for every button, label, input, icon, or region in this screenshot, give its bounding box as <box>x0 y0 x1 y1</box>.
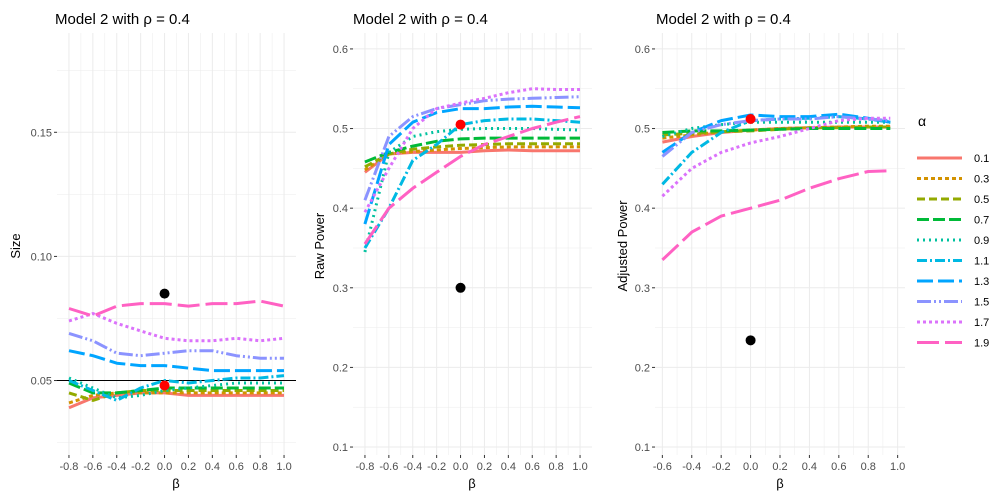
red-point <box>159 380 170 391</box>
panel-raw-power: -0.8 -0.6 -0.4 -0.2 0.0 0.2 0.4 0.6 0.8 1.0 0.1 0.2… <box>312 11 592 491</box>
legend: α 0.1 0.3 0.5 0.7 0.9 1.1 1.3 1.5 1.7 1.9 <box>917 113 989 350</box>
y-tick-label: 0.10 <box>31 251 52 263</box>
y-tick-label: 0.1 <box>635 442 650 454</box>
y-tick-label: 0.4 <box>635 203 650 215</box>
series-line-alpha-1-1 <box>363 117 581 249</box>
series-line-alpha-1-9 <box>68 299 285 318</box>
y-axis-label: Adjusted Power <box>615 200 630 292</box>
y-tick-label: 0.3 <box>635 283 650 295</box>
y-tick-label: 0.6 <box>635 44 650 56</box>
y-tick-label: 0.5 <box>333 124 348 136</box>
y-tick-label: 0.2 <box>635 362 650 374</box>
legend-label: 0.5 <box>974 194 989 206</box>
panel-adjusted-power: -0.6 -0.4 -0.2 0.0 0.2 0.4 0.6 0.8 1.0 0.1 0.2 0.3 0… <box>615 11 905 491</box>
y-tick-label: 0.4 <box>333 203 348 215</box>
series-line-alpha-1-1 <box>68 374 285 402</box>
series-line-alpha-1-3 <box>363 104 581 225</box>
series-line-alpha-0-7 <box>662 127 891 134</box>
x-tick-label: 0.2 <box>181 461 196 473</box>
y-tick-label: 0.6 <box>333 44 348 56</box>
legend-label: 1.5 <box>974 297 989 309</box>
y-tick-label: 0.2 <box>333 362 348 374</box>
black-point <box>455 282 466 293</box>
x-tick-label: -0.4 <box>403 461 422 473</box>
x-axis-label: β <box>468 476 475 491</box>
x-tick-label: -0.6 <box>83 461 102 473</box>
x-tick-label: 0.6 <box>525 461 540 473</box>
x-tick-label: 0.6 <box>831 461 846 473</box>
series-line-alpha-1-9 <box>363 115 581 245</box>
x-tick-label: 1.0 <box>572 461 587 473</box>
series-line-alpha-1-3 <box>661 112 891 154</box>
series-line-alpha-0-7 <box>68 381 284 395</box>
panel-size: -0.8 -0.6 -0.4 -0.2 0.0 0.2 0.4 0.6 0.8 1.0 0.05 0.… <box>8 11 296 491</box>
x-tick-label: 0.0 <box>453 461 468 473</box>
x-tick-label: 0.4 <box>802 461 817 473</box>
x-tick-label: 0.8 <box>253 461 268 473</box>
legend-label: 1.3 <box>974 276 989 288</box>
x-tick-label: -0.6 <box>379 461 398 473</box>
x-tick-label: 0.4 <box>501 461 516 473</box>
x-axis-label: β <box>776 476 783 491</box>
red-point <box>745 113 756 124</box>
panel-title: Model 2 with ρ = 0.4 <box>656 11 791 28</box>
series-line-alpha-1-5 <box>363 95 581 201</box>
x-tick-label: 0.8 <box>549 461 564 473</box>
x-tick-label: 0.8 <box>861 461 876 473</box>
series-line-alpha-1-9 <box>661 169 891 261</box>
legend-label: 0.9 <box>974 235 989 247</box>
series-line-alpha-1-7 <box>363 87 580 213</box>
y-tick-label: 0.1 <box>333 442 348 454</box>
y-axis-label: Raw Power <box>312 212 327 279</box>
x-tick-label: 0.0 <box>157 461 172 473</box>
legend-label: 0.1 <box>974 153 989 165</box>
legend-label: 1.9 <box>974 338 989 350</box>
panel-title: Model 2 with ρ = 0.4 <box>353 11 488 28</box>
x-tick-label: -0.2 <box>131 461 150 473</box>
series-line-alpha-1-5 <box>68 331 284 360</box>
black-point <box>159 288 170 299</box>
series-line-alpha-1-5 <box>661 115 891 158</box>
x-tick-label: 0.2 <box>772 461 787 473</box>
x-tick-label: -0.2 <box>712 461 731 473</box>
legend-label: 0.7 <box>974 215 989 227</box>
legend-label: 1.1 <box>974 256 989 268</box>
y-axis-label: Size <box>8 233 23 258</box>
series-line-alpha-0-3 <box>364 145 580 172</box>
x-axis-label: β <box>172 476 179 491</box>
x-tick-label: -0.6 <box>653 461 672 473</box>
series-line-alpha-1-3 <box>68 349 284 373</box>
x-tick-label: 0.6 <box>229 461 244 473</box>
y-tick-label: 0.15 <box>31 127 52 139</box>
x-tick-label: -0.4 <box>107 461 126 473</box>
y-tick-label: 0.05 <box>31 376 52 388</box>
series-line-alpha-1-7 <box>68 312 285 343</box>
x-tick-label: 1.0 <box>276 461 291 473</box>
legend-label: 0.3 <box>974 174 989 186</box>
x-tick-label: -0.2 <box>427 461 446 473</box>
legend-label: 1.7 <box>974 317 989 329</box>
series-line-alpha-0-5 <box>364 142 580 169</box>
red-point <box>455 119 466 130</box>
x-tick-label: 0.2 <box>477 461 492 473</box>
x-tick-label: -0.4 <box>682 461 701 473</box>
x-tick-label: 1.0 <box>890 461 905 473</box>
x-tick-label: 0.0 <box>743 461 758 473</box>
x-tick-label: -0.8 <box>59 461 78 473</box>
series-line-alpha-1-7 <box>661 116 891 198</box>
panel-title: Model 2 with ρ = 0.4 <box>55 11 190 28</box>
x-tick-label: 0.4 <box>205 461 220 473</box>
y-tick-label: 0.5 <box>635 124 650 136</box>
y-tick-label: 0.3 <box>333 283 348 295</box>
x-tick-label: -0.8 <box>355 461 374 473</box>
black-point <box>745 335 756 346</box>
legend-title: α <box>918 113 926 129</box>
